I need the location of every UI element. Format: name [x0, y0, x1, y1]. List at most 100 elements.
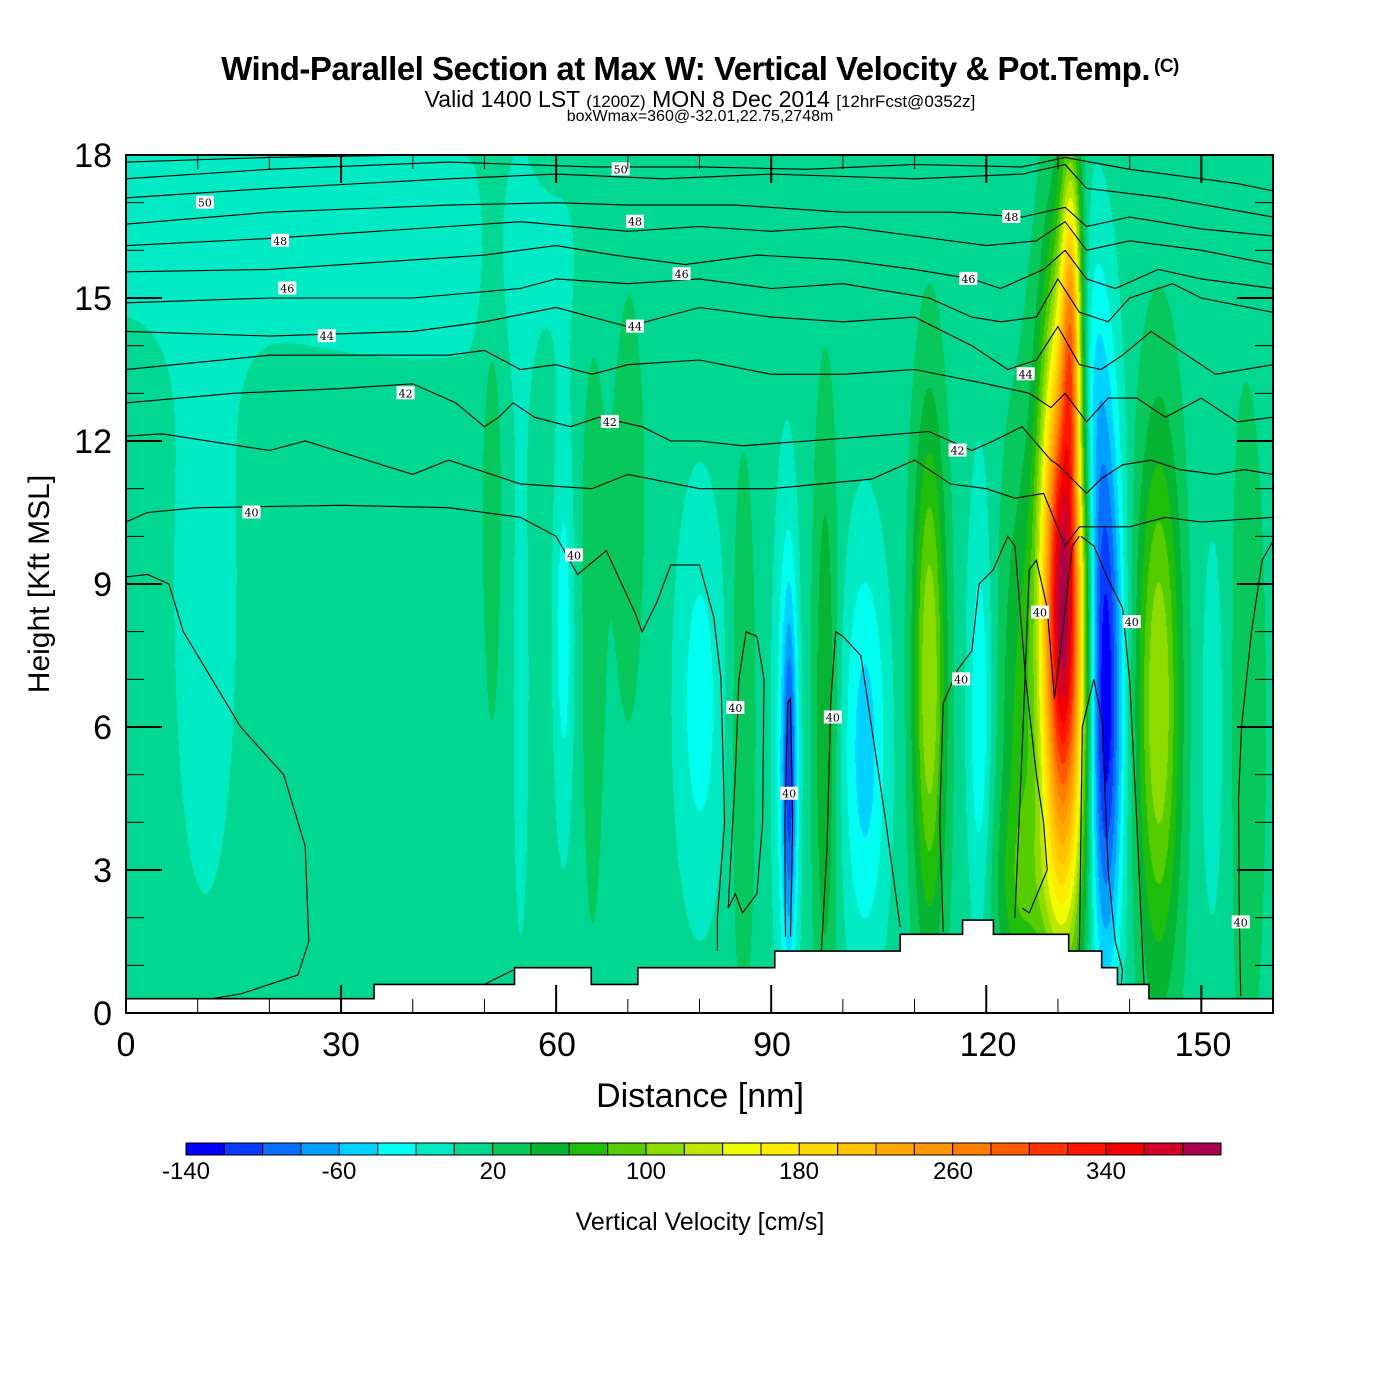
- contour-label-text: 42: [951, 445, 965, 458]
- contour-label-text: 50: [198, 197, 212, 210]
- colorbar-swatch: [760, 1142, 800, 1156]
- contour-label-text: 42: [399, 387, 413, 400]
- x-tick-label: 120: [959, 1026, 1017, 1064]
- contour-label: 40: [242, 505, 261, 520]
- x-tick-label: 90: [753, 1026, 791, 1064]
- contour-label-box: [271, 233, 290, 247]
- isentrope-40: [1078, 679, 1124, 999]
- x-tick-label: 60: [538, 1026, 576, 1064]
- contour-label-text: 50: [614, 163, 628, 176]
- contour-label-box: [823, 710, 842, 724]
- isentrope-39: [484, 969, 514, 985]
- isentrope-40: [125, 504, 726, 951]
- colorbar-swatch: [377, 1142, 417, 1156]
- contour-label-box: [1231, 915, 1250, 929]
- contour-label: 46: [959, 271, 978, 286]
- contour-label-text: 40: [826, 711, 840, 724]
- contour-label-box: [317, 329, 336, 343]
- contour-label-text: 48: [273, 235, 287, 248]
- x-tick-label: 30: [322, 1026, 360, 1064]
- y-tick-label: 6: [93, 709, 112, 747]
- y-axis-label: Height [Kft MSL]: [23, 474, 56, 694]
- contour-label: 40: [726, 700, 745, 715]
- colorbar-swatch: [798, 1142, 839, 1156]
- x-axis-label: Distance [nm]: [596, 1077, 804, 1115]
- contour-label-box: [396, 386, 415, 400]
- chart-subtitle: boxWmax=360@-32.01,22.75,2748m: [566, 108, 834, 125]
- y-tick-label: 3: [93, 852, 112, 890]
- colorbar-tick-label: 100: [625, 1158, 667, 1185]
- contour-label-text: 40: [1234, 916, 1248, 929]
- colorbar-swatch: [568, 1142, 609, 1156]
- valid-time: Valid 1400 LST (1200Z) MON 8 Dec 2014 [1…: [0, 86, 1400, 113]
- contour-label: 42: [600, 414, 619, 429]
- contour-label-box: [780, 786, 799, 800]
- colorbar-swatch: [990, 1142, 1030, 1156]
- contour-label: 48: [625, 214, 644, 229]
- colorbar-swatch: [952, 1142, 992, 1156]
- contour-label-text: 42: [603, 416, 617, 429]
- contour-label: 50: [611, 162, 630, 176]
- contour-label: 50: [195, 195, 214, 210]
- contour-label-box: [1016, 367, 1035, 381]
- valid-date: MON 8 Dec 2014: [652, 86, 830, 112]
- contour-label-text: 44: [1019, 368, 1033, 381]
- contour-label-box: [278, 281, 297, 295]
- colorbar-swatch: [1028, 1142, 1069, 1156]
- contour-label-text: 48: [628, 216, 642, 229]
- isentrope-40: [820, 630, 901, 952]
- colorbar-swatch: [415, 1142, 455, 1156]
- y-tick-label: 12: [74, 423, 112, 461]
- colorbar-swatch: [338, 1142, 379, 1156]
- y-tick-label: 9: [93, 566, 112, 604]
- contour-label-text: 44: [628, 321, 642, 334]
- contour-label-box: [625, 319, 644, 333]
- contour-label: 44: [317, 329, 336, 343]
- isentrope-42: [125, 383, 1274, 495]
- chart-title: Wind-Parallel Section at Max W: Vertical…: [0, 50, 1400, 88]
- contour-label-box: [1031, 605, 1050, 619]
- y-tick-label: 15: [74, 280, 112, 318]
- contour-label: 40: [1122, 615, 1141, 629]
- terrain-outline: [126, 919, 1273, 1000]
- colorbar-swatch: [223, 1142, 264, 1156]
- y-tick-label: 18: [74, 137, 112, 175]
- colorbar-swatch: [645, 1142, 685, 1156]
- valid-utc: (1200Z): [586, 92, 646, 111]
- contour-label: 40: [780, 786, 799, 801]
- contour-label: 44: [1016, 367, 1035, 381]
- isentrope-40: [1080, 535, 1145, 985]
- contour-label-box: [959, 271, 978, 285]
- colorbar-tick-label: 20: [479, 1158, 507, 1185]
- contour-label-box: [600, 414, 619, 428]
- contour-label-text: 44: [320, 330, 334, 343]
- x-tick-label: 0: [116, 1026, 136, 1064]
- colorbar-swatch: [913, 1142, 954, 1156]
- contour-label-text: 40: [728, 702, 742, 715]
- contour-label-text: 40: [782, 788, 796, 801]
- colorbar-swatch: [722, 1142, 762, 1156]
- colorbar-tick-label: -140: [161, 1158, 211, 1185]
- colorbar-swatch: [683, 1142, 724, 1156]
- contour-label: 40: [1031, 605, 1050, 620]
- contour-label: 42: [396, 386, 415, 400]
- colorbar-swatch: [875, 1142, 915, 1156]
- isentrope-39: [125, 573, 310, 1000]
- contour-label: 44: [625, 319, 644, 334]
- contour-label-box: [726, 700, 745, 714]
- contour-label-box: [242, 505, 261, 519]
- contour-label: 46: [278, 281, 297, 295]
- colorbar-tick-label: 340: [1085, 1158, 1127, 1185]
- isentrope-41: [125, 433, 1274, 548]
- isentrope-45: [125, 277, 1274, 323]
- colorbar-swatch: [185, 1142, 225, 1156]
- colorbar-title: Vertical Velocity [cm/s]: [575, 1208, 825, 1236]
- isentrope-49: [125, 163, 1274, 218]
- contour-label-box: [195, 195, 214, 209]
- isentrope-40: [1014, 535, 1080, 918]
- valid-local: Valid 1400 LST: [424, 86, 580, 112]
- isentrope-40: [939, 535, 1048, 933]
- colorbar-swatch: [1105, 1142, 1145, 1156]
- isentrope-43: [125, 349, 1274, 423]
